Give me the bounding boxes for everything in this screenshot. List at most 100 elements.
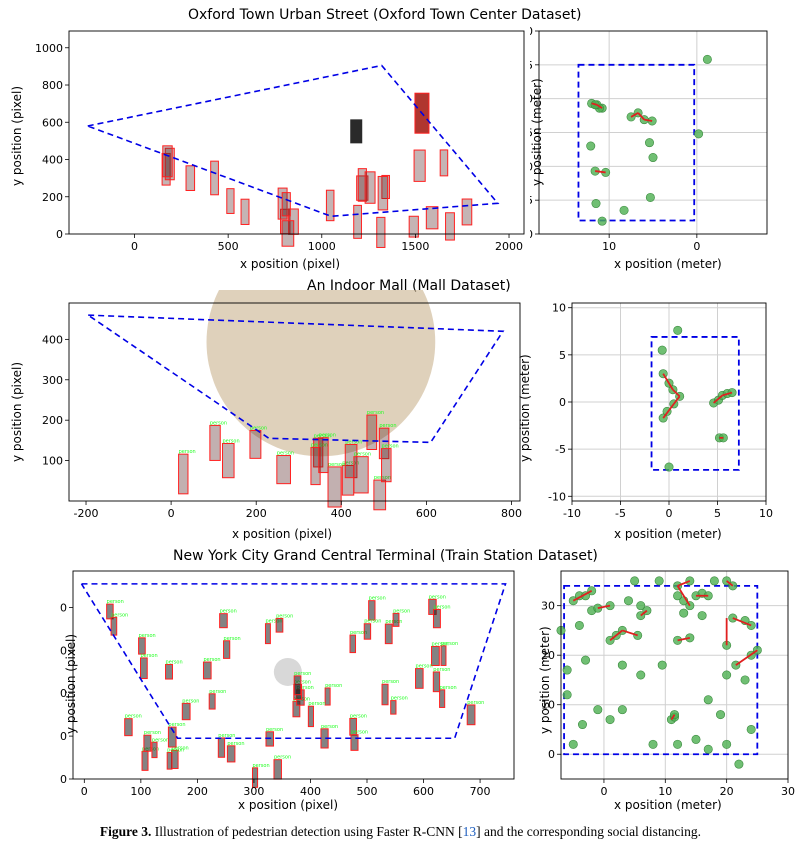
oxford-person-detection-box (413, 149, 426, 182)
grand-central-detection-label: person (350, 713, 367, 719)
mall-meter-x-tick-label: 10 (759, 507, 773, 520)
mall-y-tick-label: 200 (42, 414, 63, 427)
oxford-roi-polygon (87, 64, 500, 218)
mall-person-detection-box (344, 443, 358, 479)
mall-person-detection-box (378, 427, 390, 460)
mall-detection-label: person (311, 443, 328, 449)
mall-detection-label: person (345, 439, 362, 445)
grand-central-meter-pedestrian-point (673, 591, 683, 601)
grand-central-person-detection-box (217, 737, 226, 758)
grand-central-detection-label: person (297, 685, 314, 691)
mall-meter-x-tick-label: 0 (666, 507, 673, 520)
grand-central-detection-label: person (433, 667, 450, 673)
grand-central-x-tick-label: 400 (300, 785, 321, 798)
grand-central-person-detection-box (275, 617, 284, 633)
mall-meter-violation-line (672, 389, 681, 397)
grand-central-meter-pedestrian-point (648, 739, 658, 749)
oxford-person-detection-box (240, 198, 250, 225)
oxford-person-detection-box (445, 212, 455, 241)
oxford-person-detection-box (281, 192, 291, 217)
mall-x-tick-label: 600 (416, 507, 437, 520)
oxford-person-detection-box (376, 216, 386, 248)
oxford-y-tick-label: 800 (42, 79, 63, 92)
mall-meter-y-tick-label: 5 (559, 349, 566, 362)
grand-central-meter-x-tick-label: 0 (600, 785, 607, 798)
grand-central-detection-label: person (416, 664, 433, 670)
grand-central-detection-label: person (276, 613, 293, 619)
oxford-x-tick-label: 1000 (308, 240, 336, 253)
grand-central-detection-label: person (441, 641, 458, 647)
grand-central-xlabel: x position (pixel) (238, 798, 339, 812)
oxford-meter-y-tick-label: 25 (530, 194, 533, 207)
panel-title-grand-central: New York City Grand Central Terminal (Tr… (173, 548, 598, 564)
grand-central-x-tick-label: 0 (81, 785, 88, 798)
grand-central-meter-violation-line (735, 649, 758, 666)
caption-reference-link[interactable]: 13 (462, 824, 477, 839)
grand-central-meter-pedestrian-point (654, 576, 664, 586)
grand-central-meter-violation-line (640, 609, 648, 617)
grand-central-detection-label: person (382, 679, 399, 685)
mall-person-detection-box (313, 437, 324, 468)
oxford-y-tick-label: 0 (56, 228, 63, 241)
grand-central-detection-label: person (209, 689, 226, 695)
mall-person-detection-box (366, 414, 378, 451)
grand-central-meter-pedestrian-point (746, 724, 756, 734)
grand-central-person-detection-box (124, 718, 133, 737)
grand-central-y-tick-label: 400 (60, 601, 67, 614)
mall-x-tick-label: 400 (331, 507, 352, 520)
grand-central-person-detection-box (363, 623, 372, 640)
figure-caption: Figure 3. Illustration of pedestrian det… (0, 824, 801, 840)
grand-central-meter-violation-line (676, 585, 691, 607)
grand-central-meter-pedestrian-point (562, 665, 572, 675)
grand-central-person-detection-box (392, 612, 400, 627)
grand-central-x-tick-label: 500 (357, 785, 378, 798)
grand-central-detection-label: person (252, 763, 269, 769)
grand-central-person-detection-box (106, 603, 114, 620)
grand-central-detection-label: person (350, 630, 367, 636)
grand-central-detection-label: person (432, 641, 449, 647)
grand-central-detection-label: person (218, 733, 235, 739)
mall-meter-y-tick-label: -5 (555, 443, 566, 456)
oxford-meter-y-tick-label: 5 (530, 59, 533, 72)
mall-person-detection-box (178, 453, 189, 495)
mall-meter-violation-line (673, 395, 681, 405)
mall-detection-label: person (379, 423, 396, 429)
grand-central-meter-y-tick-label: 30 (541, 600, 555, 613)
mall-y-tick-label: 100 (42, 455, 63, 468)
oxford-meter-pedestrian-point (702, 54, 712, 64)
oxford-meter-pedestrian-point (597, 216, 607, 226)
mall-detection-label: person (319, 433, 336, 439)
mall-detection-label: person (382, 444, 399, 450)
grand-central-person-detection-box (431, 645, 440, 667)
oxford-person-detection-box (325, 189, 335, 222)
grand-central-meter-pedestrian-point (568, 739, 578, 749)
mall-xlabel: x position (pixel) (232, 527, 333, 541)
grand-central-x-tick-label: 300 (243, 785, 264, 798)
grand-central-meter-y-tick-label: 20 (541, 649, 555, 662)
grand-central-detection-label: person (429, 594, 446, 600)
oxford-meter-y-tick-label: 20 (530, 160, 533, 173)
grand-central-person-detection-box (143, 734, 152, 752)
oxford-person-detection-box (364, 171, 376, 204)
mall-meter-violation-line (662, 403, 675, 419)
grand-central-meter-pedestrian-point (673, 739, 683, 749)
grand-central-meter-pedestrian-point (623, 596, 633, 606)
mall-detection-label: person (328, 462, 345, 468)
oxford-person-detection-box (356, 175, 369, 201)
oxford-meter-y-tick-label: 0 (530, 25, 533, 38)
grand-central-detection-label: person (107, 599, 124, 605)
grand-central-meter-pedestrian-point (703, 744, 713, 754)
grand-central-person-detection-box (349, 634, 357, 654)
oxford-image-plot: 0 500 1000 1500 2000 0 200 400 600 800 1000 (35, 30, 525, 253)
oxford-meter-violation-line (644, 118, 653, 122)
oxford-person-detection-box (439, 149, 449, 177)
grand-central-detection-label: person (325, 683, 342, 689)
oxford-meter-x-tick-label: 0 (693, 240, 700, 253)
oxford-meter-violation-line (630, 112, 639, 118)
oxford-person-detection-box (161, 152, 171, 186)
mall-meter-pedestrian-point (664, 462, 674, 472)
grand-central-x-tick-label: 200 (187, 785, 208, 798)
grand-central-detection-label: person (139, 633, 156, 639)
oxford-person-detection-box (353, 204, 362, 239)
oxford-meter-violation-line (591, 102, 598, 106)
